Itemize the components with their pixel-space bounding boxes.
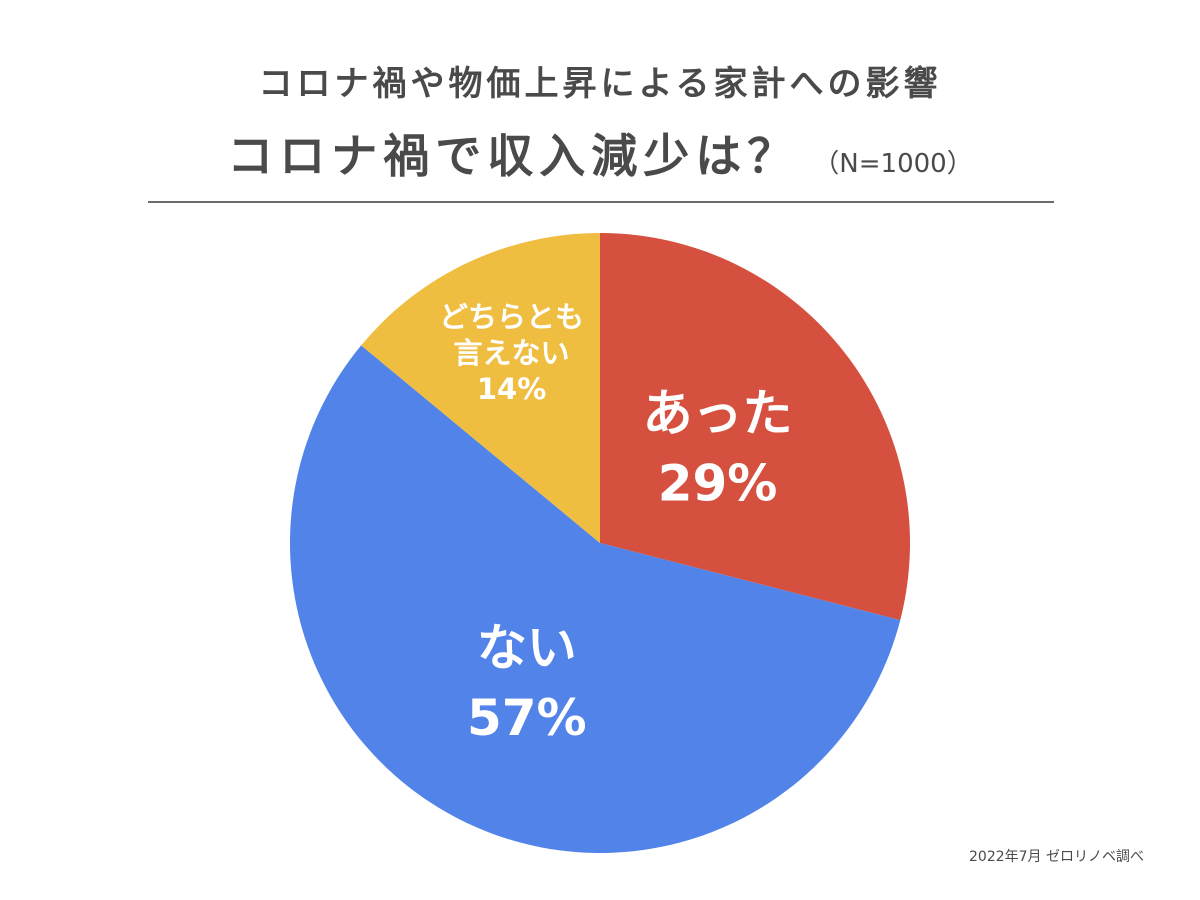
header-divider (148, 201, 1054, 203)
slice-nai (290, 345, 901, 854)
slice-dochiratomo-category-label: どちらとも (439, 300, 584, 334)
slice-dochiratomo-value-label: 14% (477, 372, 546, 406)
chart-title: コロナ禍で収入減少は？ (227, 129, 800, 183)
slice-atta-value-label: 29% (658, 454, 778, 512)
source-credit: 2022年7月 ゼロリノベ調べ (969, 849, 1144, 865)
slice-atta-category-label: あった (643, 384, 793, 442)
slice-nai-category-label: ない (477, 619, 577, 677)
sample-size-label: （N=1000） (813, 149, 973, 179)
slice-nai-value-label: 57% (467, 689, 587, 747)
slice-dochiratomo-category-label: 言えない (454, 336, 570, 370)
chart-subtitle: コロナ禍や物価上昇による家計への影響 (258, 64, 942, 104)
chart-title-row: コロナ禍で収入減少は？ （N=1000） (0, 120, 1200, 186)
slice-dochiratomo (361, 233, 600, 543)
slice-atta (600, 233, 910, 621)
